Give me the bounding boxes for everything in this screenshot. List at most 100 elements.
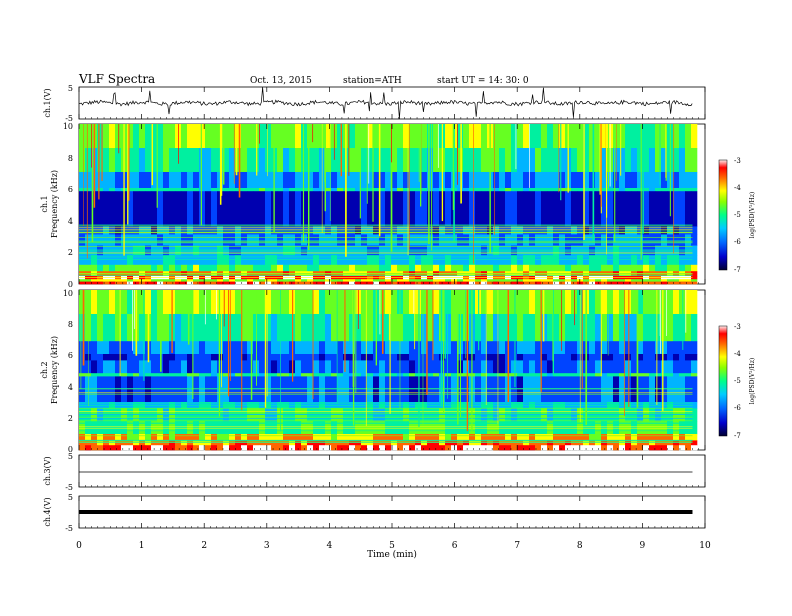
spec-cell (613, 360, 620, 374)
spec-cell (289, 421, 296, 435)
spec-cell (283, 279, 290, 282)
spec-cell (589, 445, 596, 451)
spec-cell (277, 408, 284, 422)
spec-cell (637, 188, 644, 192)
spec-cell (685, 354, 692, 361)
spec-cell (661, 245, 668, 256)
spec-cell (133, 276, 140, 280)
spec-cell (511, 226, 518, 235)
spec-cell (571, 148, 578, 173)
spec-cell (139, 148, 146, 173)
spec-cell (343, 354, 350, 361)
spec-cell (397, 445, 404, 451)
spec-cell (223, 264, 230, 272)
ch1-ytick-10: 10 (63, 122, 73, 131)
spec-cell (121, 421, 128, 435)
spec-cell (133, 124, 140, 149)
spec-cell (313, 245, 320, 256)
spec-cell (403, 264, 410, 272)
spec-cell (655, 445, 662, 451)
spec-cell (127, 264, 134, 272)
spec-cell (133, 281, 140, 285)
spec-cell (217, 376, 224, 403)
spec-cell (631, 124, 638, 149)
spec-cell (631, 279, 638, 282)
spec-cell (493, 191, 500, 227)
spec-cell (535, 276, 542, 280)
spec-cell (595, 264, 602, 272)
spec-cell (409, 188, 416, 192)
spec-cell (457, 245, 464, 256)
spec-cell (625, 172, 632, 189)
spec-cell (355, 234, 362, 246)
spec-cell (409, 408, 416, 422)
spec-cell (301, 373, 308, 377)
spec-cell (247, 434, 254, 441)
spec-cell (511, 234, 518, 246)
spec-cell (79, 408, 86, 422)
spec-cell (139, 191, 146, 227)
spec-cell (463, 434, 470, 441)
spec-cell (343, 255, 350, 266)
spec-cell (265, 188, 272, 192)
spec-cell (679, 434, 686, 441)
spec-cell (211, 290, 218, 315)
spec-cell (565, 281, 572, 285)
spec-cell (493, 314, 500, 342)
spec-cell (379, 264, 386, 272)
spec-cell (127, 226, 134, 235)
spec-cell (595, 354, 602, 361)
spec-cell (367, 124, 374, 149)
spec-cell (541, 148, 548, 173)
spec-cell (205, 440, 212, 446)
spec-cell (367, 264, 374, 272)
spec-cell (607, 445, 614, 451)
spec-cell (499, 421, 506, 435)
spec-cell (571, 279, 578, 282)
spec-cell (553, 440, 560, 446)
spec-cell (595, 172, 602, 189)
spec-cell (349, 234, 356, 246)
spec-cell (265, 281, 272, 285)
spec-cell (301, 360, 308, 374)
spec-cell (613, 445, 620, 451)
spec-cell (415, 191, 422, 227)
spec-cell (493, 245, 500, 256)
spec-cell (343, 440, 350, 446)
spec-cell (631, 148, 638, 173)
spec-cell (679, 376, 686, 403)
spec-cell (199, 376, 206, 403)
spec-cell (403, 188, 410, 192)
spec-cell (379, 445, 386, 451)
spec-cell (235, 124, 242, 149)
spec-cell (667, 234, 674, 246)
spec-cell (475, 360, 482, 374)
spec-cell (589, 408, 596, 422)
spec-cell (331, 341, 338, 355)
spec-cell (115, 434, 122, 441)
spec-cell (499, 373, 506, 377)
spec-cell (385, 376, 392, 403)
spec-cell (163, 408, 170, 422)
spec-cell (211, 245, 218, 256)
spec-cell (469, 148, 476, 173)
spec-cell (583, 148, 590, 173)
ch1-spectrogram-image (79, 124, 698, 285)
spec-cell (331, 434, 338, 441)
spec-cell (265, 445, 272, 451)
spec-cell (547, 226, 554, 235)
spec-cell (667, 314, 674, 342)
spec-cell (571, 226, 578, 235)
spec-cell (133, 445, 140, 451)
spec-cell (463, 148, 470, 173)
spec-cell (91, 408, 98, 422)
spec-cell (223, 226, 230, 235)
spec-cell (307, 245, 314, 256)
spec-cell (619, 124, 626, 149)
spec-cell (535, 234, 542, 246)
spec-cell (313, 434, 320, 441)
spec-cell (217, 440, 224, 446)
spec-cell (367, 290, 374, 315)
spec-cell (607, 188, 614, 192)
spec-cell (265, 376, 272, 403)
